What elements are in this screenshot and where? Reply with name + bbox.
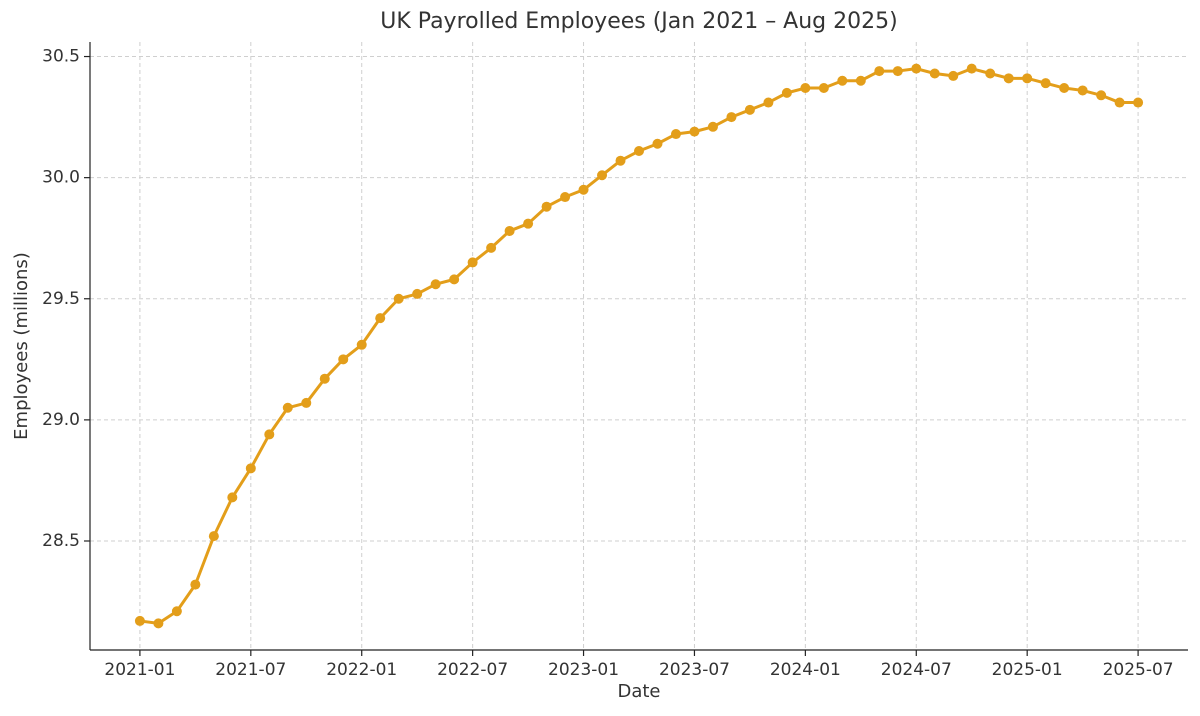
x-tick-label: 2025-01 (992, 660, 1063, 680)
data-point (1040, 78, 1051, 89)
data-point (1022, 73, 1033, 84)
x-tick-label: 2021-07 (215, 660, 286, 680)
data-point (855, 75, 866, 86)
data-point (319, 373, 330, 384)
data-point (744, 104, 755, 115)
data-point (412, 288, 423, 299)
data-point (449, 274, 460, 285)
data-point (634, 146, 644, 157)
data-point (208, 531, 219, 542)
data-point (356, 339, 367, 350)
data-point (929, 68, 940, 79)
data-point (245, 463, 256, 474)
data-point (430, 279, 441, 290)
data-point (264, 429, 275, 440)
data-point (615, 155, 626, 166)
data-point (800, 83, 811, 94)
data-point (763, 97, 774, 108)
data-point (1114, 97, 1125, 108)
data-point (467, 257, 478, 268)
data-point (652, 138, 663, 149)
data-point (578, 184, 589, 195)
y-tick-label: 30.0 (42, 168, 80, 188)
data-point (818, 83, 829, 94)
data-point (134, 615, 145, 626)
data-point (1096, 90, 1107, 101)
x-tick-label: 2024-01 (770, 660, 841, 680)
y-tick-label: 29.0 (42, 410, 80, 430)
x-tick-label: 2025-07 (1103, 660, 1174, 680)
data-point (541, 201, 552, 212)
data-point (560, 192, 571, 203)
data-point (874, 66, 885, 77)
data-point (837, 75, 848, 86)
x-tick-label: 2024-07 (881, 660, 952, 680)
data-point (523, 218, 534, 229)
data-point (781, 87, 792, 98)
data-point (689, 126, 700, 137)
data-point (338, 354, 349, 365)
data-point (504, 225, 515, 236)
data-point (985, 68, 996, 79)
data-point (301, 397, 312, 408)
data-point (1133, 97, 1144, 108)
data-point (190, 579, 201, 590)
data-point (282, 402, 293, 413)
x-tick-label: 2023-07 (659, 660, 730, 680)
data-point (153, 618, 164, 629)
x-tick-label: 2022-07 (437, 660, 508, 680)
chart-title: UK Payrolled Employees (Jan 2021 – Aug 2… (380, 9, 897, 34)
data-point (375, 313, 386, 324)
data-point (707, 121, 718, 132)
data-point (726, 112, 737, 123)
data-point (911, 63, 922, 74)
x-axis-label: Date (617, 681, 660, 702)
data-point (171, 606, 182, 617)
x-tick-label: 2022-01 (326, 660, 397, 680)
y-axis-label: Employees (millions) (11, 252, 32, 440)
data-point (892, 66, 903, 77)
data-point (1077, 85, 1088, 96)
y-tick-label: 28.5 (42, 531, 80, 551)
data-point (1003, 73, 1014, 84)
x-tick-label: 2023-01 (548, 660, 619, 680)
data-point (486, 242, 497, 253)
data-point (393, 293, 404, 304)
data-point (966, 63, 977, 74)
data-point (948, 70, 959, 81)
data-point (1059, 83, 1070, 94)
data-point (227, 492, 238, 503)
data-point (597, 170, 608, 181)
y-tick-label: 30.5 (42, 47, 80, 67)
data-point (670, 129, 681, 140)
x-tick-label: 2021-01 (104, 660, 175, 680)
y-tick-label: 29.5 (42, 289, 80, 309)
